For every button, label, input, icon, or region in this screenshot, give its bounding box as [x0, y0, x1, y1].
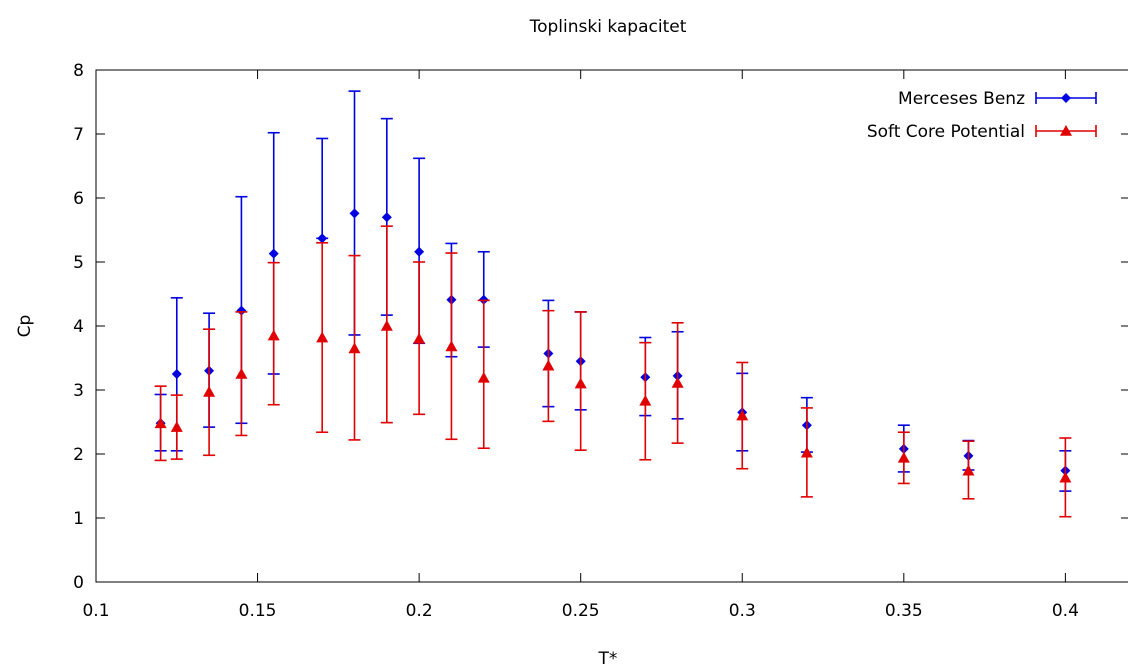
x-tick-label: 0.25 — [562, 601, 600, 621]
data-point — [962, 464, 975, 476]
data-point — [316, 331, 329, 343]
legend: Merceses Benz Soft Core Potential — [867, 89, 1097, 142]
y-tick-label: 6 — [73, 189, 84, 209]
y-axis: 0 1 2 3 4 5 6 7 8 — [73, 61, 1128, 593]
series-layer — [154, 90, 1072, 518]
data-point — [897, 451, 910, 463]
y-tick-label: 3 — [73, 381, 84, 401]
data-point — [236, 305, 247, 316]
y-tick-label: 1 — [73, 509, 84, 529]
x-axis-title: T* — [598, 649, 618, 669]
data-point — [349, 208, 360, 219]
data-point — [154, 417, 167, 429]
data-point — [445, 340, 458, 352]
data-point — [574, 377, 587, 389]
series-1 — [154, 225, 1072, 518]
x-tick-label: 0.35 — [885, 601, 923, 621]
data-point — [235, 368, 248, 379]
x-tick-label: 0.4 — [1052, 601, 1079, 621]
legend-label: Soft Core Potential — [867, 122, 1025, 142]
legend-marker — [1060, 125, 1072, 136]
x-axis: 0.1 0.15 0.2 0.25 0.3 0.35 0.4 — [82, 70, 1079, 621]
data-point — [1059, 471, 1072, 483]
data-point — [348, 342, 361, 354]
data-point — [267, 329, 280, 341]
data-point — [800, 446, 813, 458]
legend-marker — [1061, 93, 1071, 103]
y-tick-label: 7 — [73, 125, 84, 145]
data-point — [381, 212, 392, 223]
y-tick-label: 2 — [73, 445, 84, 465]
data-point — [736, 409, 749, 421]
legend-label: Merceses Benz — [898, 89, 1025, 109]
data-point — [171, 369, 182, 379]
data-point — [477, 371, 490, 383]
series-0 — [154, 90, 1072, 492]
y-tick-label: 5 — [73, 253, 84, 273]
x-tick-label: 0.3 — [729, 601, 756, 621]
data-point — [268, 248, 279, 259]
data-point — [413, 332, 426, 344]
y-tick-label: 8 — [73, 61, 84, 81]
x-tick-label: 0.2 — [406, 601, 433, 621]
data-point — [203, 385, 216, 397]
y-tick-label: 4 — [73, 317, 84, 337]
data-point — [542, 359, 555, 371]
data-point — [414, 246, 425, 257]
plot-frame — [95, 69, 1128, 583]
data-point — [170, 421, 183, 432]
chart-title: Toplinski kapacitet — [529, 17, 687, 37]
data-point — [671, 376, 684, 388]
data-point — [317, 233, 328, 244]
data-point — [380, 320, 393, 331]
data-point — [639, 394, 652, 406]
x-tick-label: 0.15 — [239, 601, 277, 621]
y-tick-label: 0 — [73, 573, 84, 593]
x-tick-label: 0.1 — [82, 601, 109, 621]
y-axis-title: Cp — [15, 315, 35, 338]
